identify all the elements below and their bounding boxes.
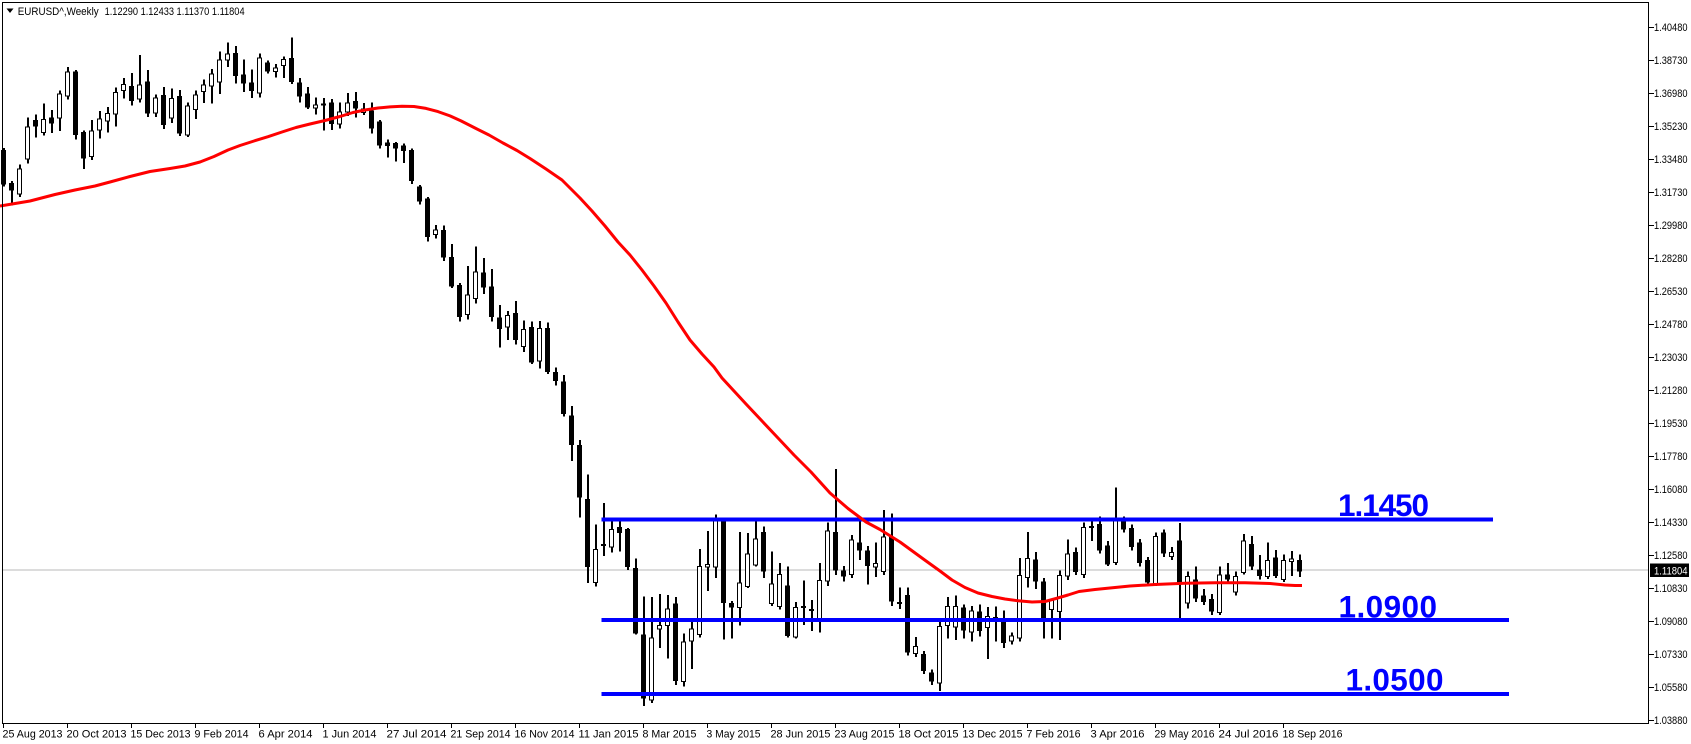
svg-text:1.31730: 1.31730	[1654, 187, 1688, 199]
svg-text:25 Aug 2013: 25 Aug 2013	[3, 729, 63, 741]
svg-text:1.11804: 1.11804	[1654, 566, 1688, 578]
svg-text:24 Jul 2016: 24 Jul 2016	[1219, 729, 1279, 741]
svg-text:7 Feb 2016: 7 Feb 2016	[1027, 729, 1081, 741]
svg-text:1.17780: 1.17780	[1654, 451, 1688, 463]
svg-text:1.1450: 1.1450	[1338, 487, 1429, 523]
svg-text:15 Dec 2013: 15 Dec 2013	[131, 729, 191, 741]
svg-text:20 Oct 2013: 20 Oct 2013	[67, 729, 127, 741]
svg-text:1.23030: 1.23030	[1654, 352, 1688, 364]
svg-text:1.16080: 1.16080	[1654, 484, 1688, 496]
svg-text:6 Apr 2014: 6 Apr 2014	[259, 729, 313, 741]
svg-text:1.26530: 1.26530	[1654, 286, 1688, 298]
svg-text:23 Aug 2015: 23 Aug 2015	[835, 729, 895, 741]
svg-text:1.09080: 1.09080	[1654, 616, 1688, 628]
svg-text:1.21280: 1.21280	[1654, 385, 1688, 397]
svg-text:1.38730: 1.38730	[1654, 55, 1688, 67]
svg-text:1.12580: 1.12580	[1654, 550, 1688, 562]
svg-text:1.33480: 1.33480	[1654, 154, 1688, 166]
svg-text:1 Jun 2014: 1 Jun 2014	[323, 729, 377, 741]
svg-text:8 Mar 2015: 8 Mar 2015	[643, 729, 697, 741]
svg-text:21 Sep 2014: 21 Sep 2014	[451, 729, 511, 741]
svg-text:1.19530: 1.19530	[1654, 418, 1688, 430]
svg-text:1.12290 1.12433 1.11370 1.1180: 1.12290 1.12433 1.11370 1.11804	[105, 6, 245, 18]
svg-text:29 May 2016: 29 May 2016	[1155, 729, 1215, 741]
svg-text:1.0900: 1.0900	[1339, 588, 1438, 624]
svg-text:3 May 2015: 3 May 2015	[707, 729, 761, 741]
svg-text:1.40480: 1.40480	[1654, 22, 1688, 34]
svg-text:18 Sep 2016: 18 Sep 2016	[1283, 729, 1343, 741]
svg-text:1.35230: 1.35230	[1654, 121, 1688, 133]
svg-text:EURUSD^,Weekly: EURUSD^,Weekly	[18, 6, 99, 18]
svg-text:1.14330: 1.14330	[1654, 517, 1688, 529]
svg-text:27 Jul 2014: 27 Jul 2014	[387, 729, 447, 741]
svg-text:1.29980: 1.29980	[1654, 220, 1688, 232]
svg-text:13 Dec 2015: 13 Dec 2015	[963, 729, 1023, 741]
svg-text:3 Apr 2016: 3 Apr 2016	[1091, 729, 1145, 741]
svg-text:1.28280: 1.28280	[1654, 253, 1688, 265]
svg-text:11 Jan 2015: 11 Jan 2015	[579, 729, 639, 741]
svg-text:1.0500: 1.0500	[1346, 662, 1444, 698]
svg-text:28 Jun 2015: 28 Jun 2015	[771, 729, 831, 741]
svg-text:1.10830: 1.10830	[1654, 583, 1688, 595]
svg-text:1.24780: 1.24780	[1654, 319, 1688, 331]
svg-text:16 Nov 2014: 16 Nov 2014	[515, 729, 575, 741]
svg-text:18 Oct 2015: 18 Oct 2015	[899, 729, 959, 741]
svg-text:9 Feb 2014: 9 Feb 2014	[195, 729, 249, 741]
svg-text:1.03880: 1.03880	[1654, 715, 1688, 727]
svg-text:1.05580: 1.05580	[1654, 682, 1688, 694]
svg-text:1.36980: 1.36980	[1654, 88, 1688, 100]
svg-text:1.07330: 1.07330	[1654, 649, 1688, 661]
